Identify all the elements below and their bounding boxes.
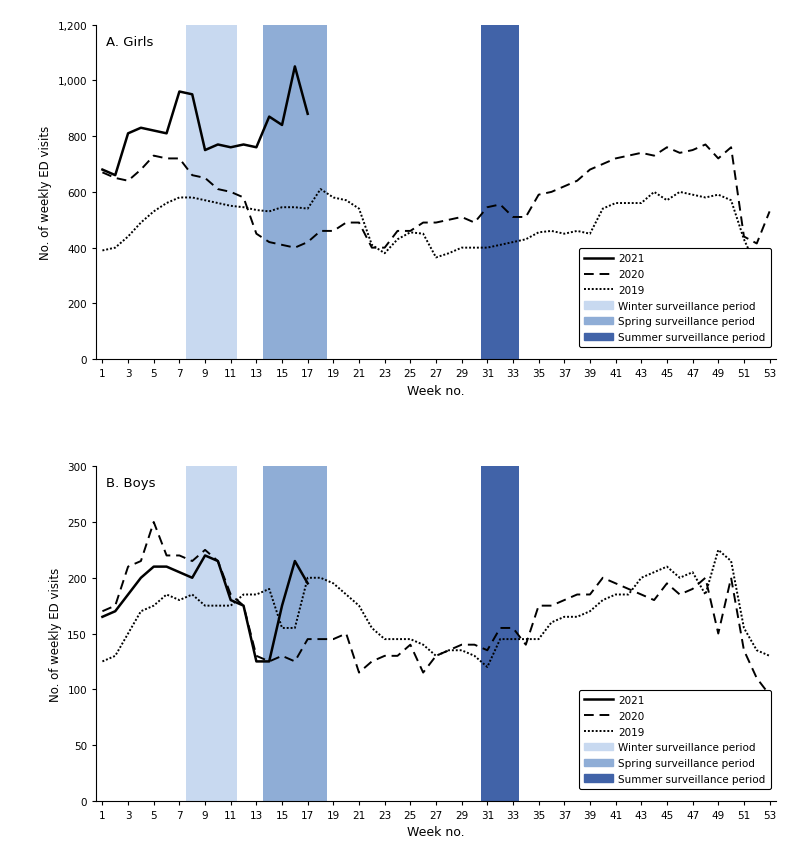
Bar <box>481 26 519 360</box>
Bar <box>186 467 237 801</box>
Text: B. Boys: B. Boys <box>106 477 156 490</box>
X-axis label: Week no.: Week no. <box>407 384 465 397</box>
Y-axis label: No. of weekly ED visits: No. of weekly ED visits <box>49 567 62 701</box>
Bar <box>481 467 519 801</box>
Bar <box>262 467 327 801</box>
Legend: 2021, 2020, 2019, Winter surveillance period, Spring surveillance period, Summer: 2021, 2020, 2019, Winter surveillance pe… <box>578 690 770 789</box>
Bar <box>186 26 237 360</box>
X-axis label: Week no.: Week no. <box>407 826 465 838</box>
Y-axis label: No. of weekly ED visits: No. of weekly ED visits <box>38 125 52 260</box>
Legend: 2021, 2020, 2019, Winter surveillance period, Spring surveillance period, Summer: 2021, 2020, 2019, Winter surveillance pe… <box>578 249 770 348</box>
Bar <box>262 26 327 360</box>
Text: A. Girls: A. Girls <box>106 36 154 49</box>
